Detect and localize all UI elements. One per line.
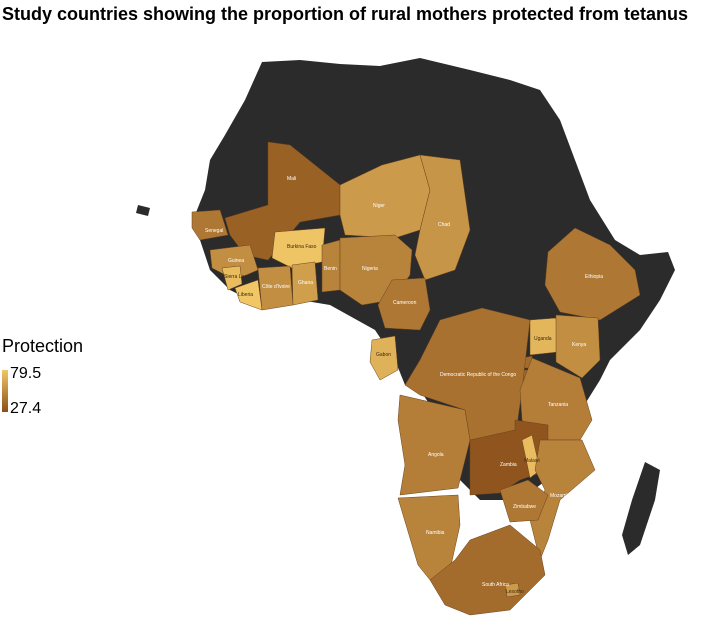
label-niger: Niger bbox=[373, 203, 385, 209]
label-lesotho: Lesotho bbox=[506, 589, 524, 595]
label-burkina-faso: Burkina Faso bbox=[287, 244, 317, 250]
country-guinea[interactable] bbox=[209, 244, 259, 281]
label-ghana: Ghana bbox=[298, 280, 313, 286]
country-senegal[interactable] bbox=[191, 209, 229, 241]
country-mali[interactable] bbox=[224, 141, 341, 261]
label-cameroon: Cameroon bbox=[393, 300, 417, 306]
label-liberia: Liberia bbox=[238, 292, 253, 298]
label-malawi: Malawi bbox=[524, 458, 540, 464]
label-uganda: Uganda bbox=[534, 336, 552, 342]
label-mozambique: Mozambique bbox=[550, 493, 579, 499]
country-sierra-leone[interactable] bbox=[221, 265, 243, 291]
country-ethiopia[interactable] bbox=[544, 227, 641, 321]
label-angola: Angola bbox=[428, 452, 444, 458]
label-guinea: Guinea bbox=[228, 258, 244, 264]
legend-title: Protection bbox=[2, 336, 84, 356]
label-zimbabwe: Zimbabwe bbox=[513, 504, 536, 510]
map-title: Study countries showing the proportion o… bbox=[2, 4, 689, 24]
label-tanzania: Tanzania bbox=[548, 402, 568, 408]
label-chad: Chad bbox=[438, 222, 450, 228]
west-sahara-coast-islands bbox=[136, 205, 150, 216]
country-gabon[interactable] bbox=[369, 335, 399, 381]
country-lesotho[interactable] bbox=[504, 582, 521, 598]
label-nigeria: Nigeria bbox=[362, 266, 378, 272]
country-kenya[interactable] bbox=[555, 314, 601, 379]
label-drc: Democratic Republic of the Congo bbox=[440, 372, 516, 378]
country-angola[interactable] bbox=[397, 394, 471, 496]
country-mozambique[interactable] bbox=[529, 439, 596, 561]
label-namibia: Namibia bbox=[426, 530, 445, 536]
label-gabon: Gabon bbox=[376, 352, 391, 358]
country-ghana[interactable] bbox=[291, 261, 319, 306]
legend-color-bar bbox=[2, 370, 8, 412]
label-sierra-leone: Sierra Leone bbox=[224, 274, 253, 280]
country-cameroon[interactable] bbox=[377, 277, 431, 331]
label-kenya: Kenya bbox=[572, 342, 586, 348]
legend-max-value: 79.5 bbox=[10, 365, 42, 382]
label-benin: Benin bbox=[324, 266, 337, 272]
label-zambia: Zambia bbox=[500, 462, 517, 468]
label-senegal: Senegal bbox=[205, 228, 223, 234]
label-ethiopia: Ethiopia bbox=[585, 274, 603, 280]
madagascar bbox=[622, 462, 660, 555]
label-cote-d-ivoire: Côte d'Ivoire bbox=[262, 284, 290, 290]
country-zimbabwe[interactable] bbox=[499, 479, 549, 523]
legend-min-value: 27.4 bbox=[10, 400, 42, 417]
label-mali: Mali bbox=[287, 176, 296, 182]
label-south-africa: South Africa bbox=[482, 582, 509, 588]
